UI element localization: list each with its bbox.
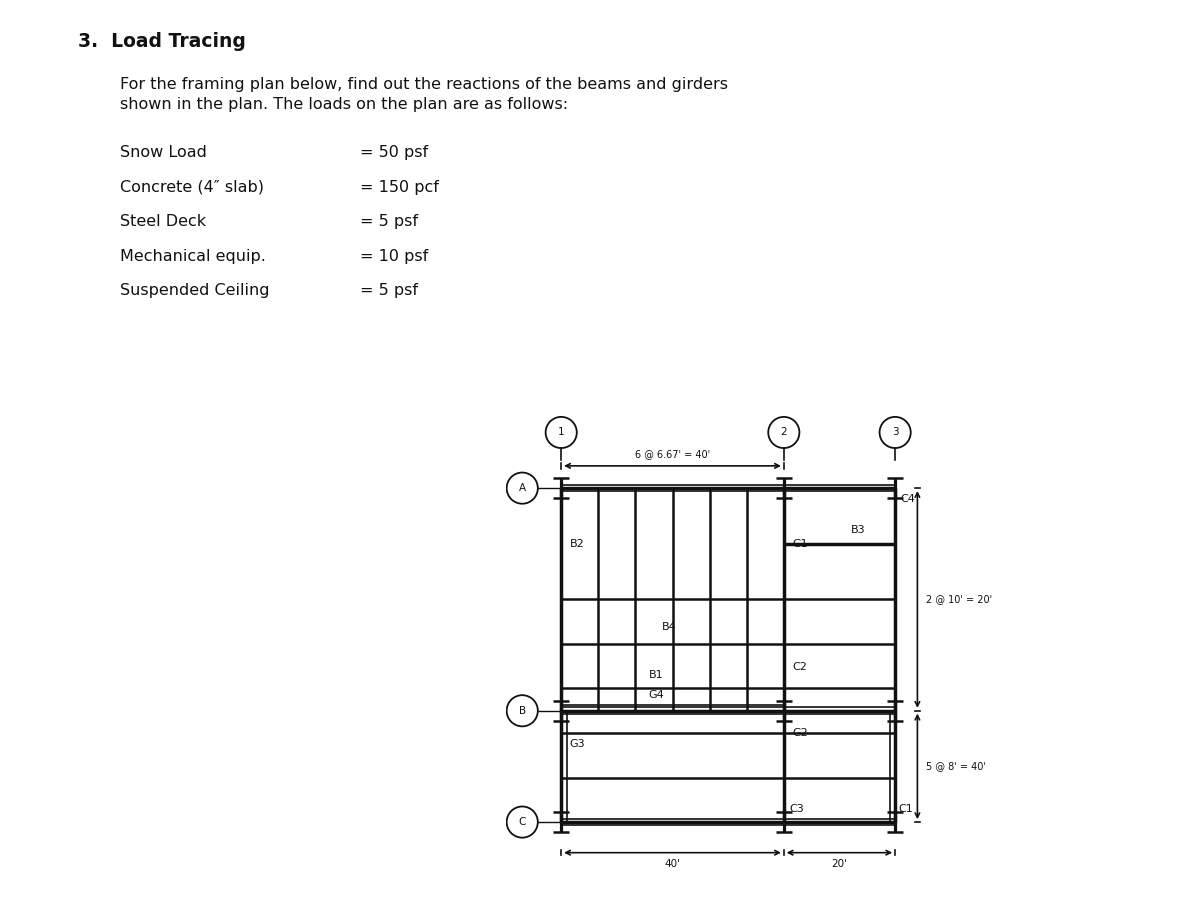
- Text: C: C: [518, 817, 526, 827]
- Text: Steel Deck: Steel Deck: [120, 214, 206, 229]
- Text: Snow Load: Snow Load: [120, 145, 206, 161]
- Text: 3: 3: [892, 427, 899, 437]
- Text: G4: G4: [648, 689, 664, 699]
- Text: A: A: [518, 483, 526, 493]
- Text: For the framing plan below, find out the reactions of the beams and girders: For the framing plan below, find out the…: [120, 77, 728, 93]
- Text: 20': 20': [832, 859, 847, 870]
- Text: B3: B3: [851, 525, 865, 535]
- Text: = 5 psf: = 5 psf: [360, 214, 418, 229]
- Text: 1: 1: [558, 427, 564, 437]
- Text: B: B: [518, 706, 526, 716]
- Text: Mechanical equip.: Mechanical equip.: [120, 249, 266, 264]
- Text: G3: G3: [570, 739, 586, 749]
- Text: = 50 psf: = 50 psf: [360, 145, 428, 161]
- Text: 6 @ 6.67' = 40': 6 @ 6.67' = 40': [635, 449, 710, 459]
- Text: B2: B2: [570, 539, 584, 549]
- Text: G1: G1: [792, 539, 808, 549]
- Text: Concrete (4″ slab): Concrete (4″ slab): [120, 180, 264, 195]
- Text: 40': 40': [665, 859, 680, 870]
- Text: C2: C2: [792, 662, 808, 672]
- Text: Suspended Ceiling: Suspended Ceiling: [120, 283, 270, 298]
- Text: B1: B1: [648, 670, 664, 680]
- Text: B4: B4: [662, 622, 677, 632]
- Text: C4: C4: [901, 493, 916, 503]
- Text: 3.  Load Tracing: 3. Load Tracing: [78, 32, 246, 51]
- Text: = 10 psf: = 10 psf: [360, 249, 428, 264]
- Text: 2 @ 10' = 20': 2 @ 10' = 20': [925, 594, 992, 604]
- Text: 2: 2: [780, 427, 787, 437]
- Text: C1: C1: [898, 804, 913, 814]
- Text: = 150 pcf: = 150 pcf: [360, 180, 439, 195]
- Text: = 5 psf: = 5 psf: [360, 283, 418, 298]
- Text: G2: G2: [792, 728, 808, 738]
- Text: shown in the plan. The loads on the plan are as follows:: shown in the plan. The loads on the plan…: [120, 97, 568, 112]
- Text: C3: C3: [790, 804, 804, 814]
- Text: 5 @ 8' = 40': 5 @ 8' = 40': [925, 761, 985, 772]
